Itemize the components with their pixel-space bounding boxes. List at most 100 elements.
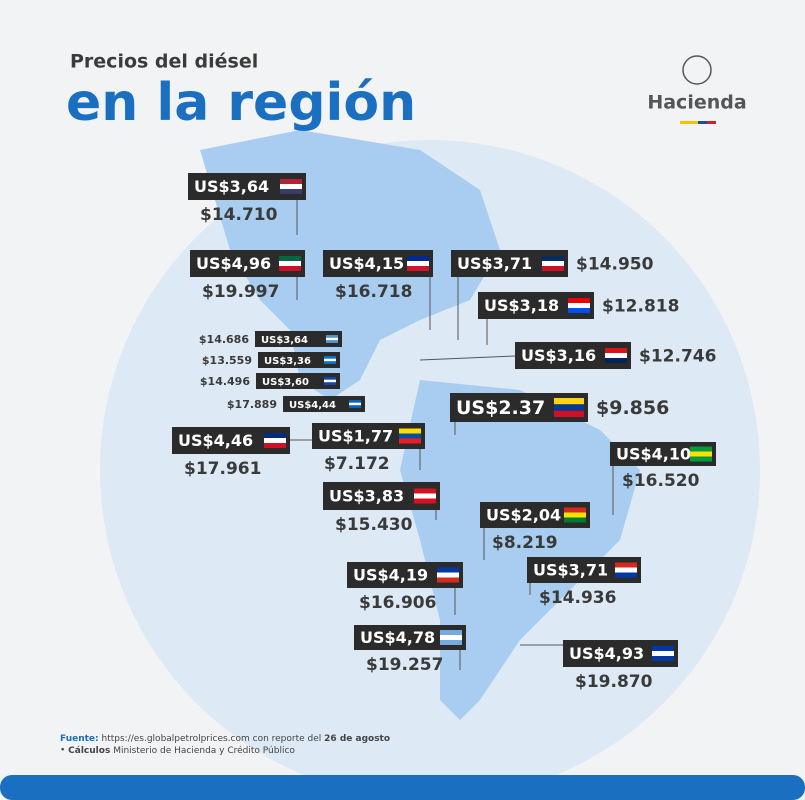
flag: [564, 507, 586, 513]
cop-price: $16.718: [335, 282, 412, 302]
flag: [349, 400, 361, 403]
flag: [568, 303, 590, 308]
usd-price: US$3,64: [194, 177, 269, 196]
flag: [349, 402, 361, 406]
calc-label: Cálculos: [68, 746, 110, 756]
cop-price: $12.746: [639, 347, 716, 367]
flag: [568, 298, 590, 303]
usd-price: US$4,44: [289, 400, 336, 411]
flag: [407, 261, 429, 266]
flag: [326, 340, 338, 343]
cop-price: $19.870: [575, 672, 653, 692]
flag: [615, 567, 637, 573]
cop-price: $9.856: [596, 397, 669, 419]
flag: [542, 266, 564, 271]
flag: [326, 337, 338, 341]
logo-stripe: [680, 121, 698, 124]
flag: [324, 361, 336, 364]
usd-price: US$4,10: [616, 445, 691, 464]
cop-price: $14.936: [539, 588, 616, 608]
flag: [324, 377, 336, 380]
cop-price: $14.950: [576, 255, 654, 275]
flag: [280, 184, 302, 189]
flag: [280, 179, 302, 184]
usd-price: US$4,96: [196, 254, 271, 273]
usd-price: US$2,04: [486, 506, 561, 525]
flag: [280, 189, 302, 194]
flag: [414, 498, 436, 504]
cop-price: $14.686: [199, 333, 249, 346]
flag: [437, 577, 459, 583]
cop-price: $19.257: [366, 655, 443, 675]
flag: [568, 308, 590, 313]
flag: [652, 651, 674, 656]
leader-line: [419, 355, 516, 361]
cop-price: $17.889: [227, 398, 277, 411]
source-text: https://es.globalpetrolprices.com con re…: [102, 734, 322, 744]
flag: [279, 266, 301, 271]
flag: [542, 256, 564, 261]
flag: [605, 353, 627, 358]
flag: [437, 567, 459, 573]
flag: [437, 572, 459, 578]
title-line2: en la región: [66, 73, 416, 133]
usd-price: US$3,64: [261, 335, 308, 346]
flag: [605, 358, 627, 363]
flag: [554, 410, 584, 417]
flag: [264, 433, 286, 438]
usd-price: US$3,71: [533, 561, 608, 580]
flag: [440, 640, 462, 645]
cop-price: $16.906: [359, 593, 436, 613]
cop-price: $7.172: [324, 454, 390, 474]
flag: [690, 446, 712, 452]
usd-price: US$3,36: [264, 356, 311, 367]
cop-price: $13.559: [202, 354, 252, 367]
usd-price: US$3,71: [457, 254, 532, 273]
source-label: Fuente:: [60, 734, 99, 744]
flag: [615, 562, 637, 568]
source: Fuente: https://es.globalpetrolprices.co…: [60, 734, 390, 744]
flag: [440, 630, 462, 635]
flag: [324, 382, 336, 385]
usd-price: US$4,93: [569, 644, 644, 663]
logo-stripe: [698, 121, 707, 124]
flag: [554, 404, 584, 411]
flag: [399, 438, 421, 444]
flag: [407, 266, 429, 271]
usd-price: US$1,77: [318, 427, 393, 446]
flag: [690, 451, 712, 457]
flag: [605, 348, 627, 353]
source-date: 26 de agosto: [324, 734, 390, 744]
flag: [407, 256, 429, 261]
flag: [542, 261, 564, 266]
calc: • Cálculos Ministerio de Hacienda y Créd…: [60, 745, 295, 756]
logo-text: Hacienda: [647, 92, 746, 114]
flag: [440, 635, 462, 640]
usd-price: US$4,19: [353, 566, 428, 585]
flag: [615, 572, 637, 578]
cop-price: $15.430: [335, 515, 413, 535]
usd-price: US$3,16: [521, 346, 596, 365]
title-line1: Precios del diésel: [70, 51, 258, 73]
usd-price: US$2.37: [456, 397, 545, 419]
flag: [554, 398, 584, 405]
flag: [399, 433, 421, 439]
usd-price: US$4,46: [178, 431, 253, 450]
flag: [652, 656, 674, 661]
price-box: [283, 396, 365, 412]
usd-price: US$3,83: [329, 487, 404, 506]
flag: [414, 488, 436, 494]
flag: [652, 646, 674, 651]
price-box: [258, 352, 340, 368]
flag: [399, 428, 421, 434]
usd-price: US$3,18: [484, 296, 559, 315]
price-box: [255, 331, 342, 347]
usd-price: US$4,78: [360, 628, 435, 647]
cop-price: $19.997: [202, 282, 279, 302]
usd-price: US$4,15: [329, 254, 404, 273]
usd-price: US$3,60: [262, 377, 309, 388]
flag: [349, 405, 361, 408]
flag: [264, 443, 286, 448]
